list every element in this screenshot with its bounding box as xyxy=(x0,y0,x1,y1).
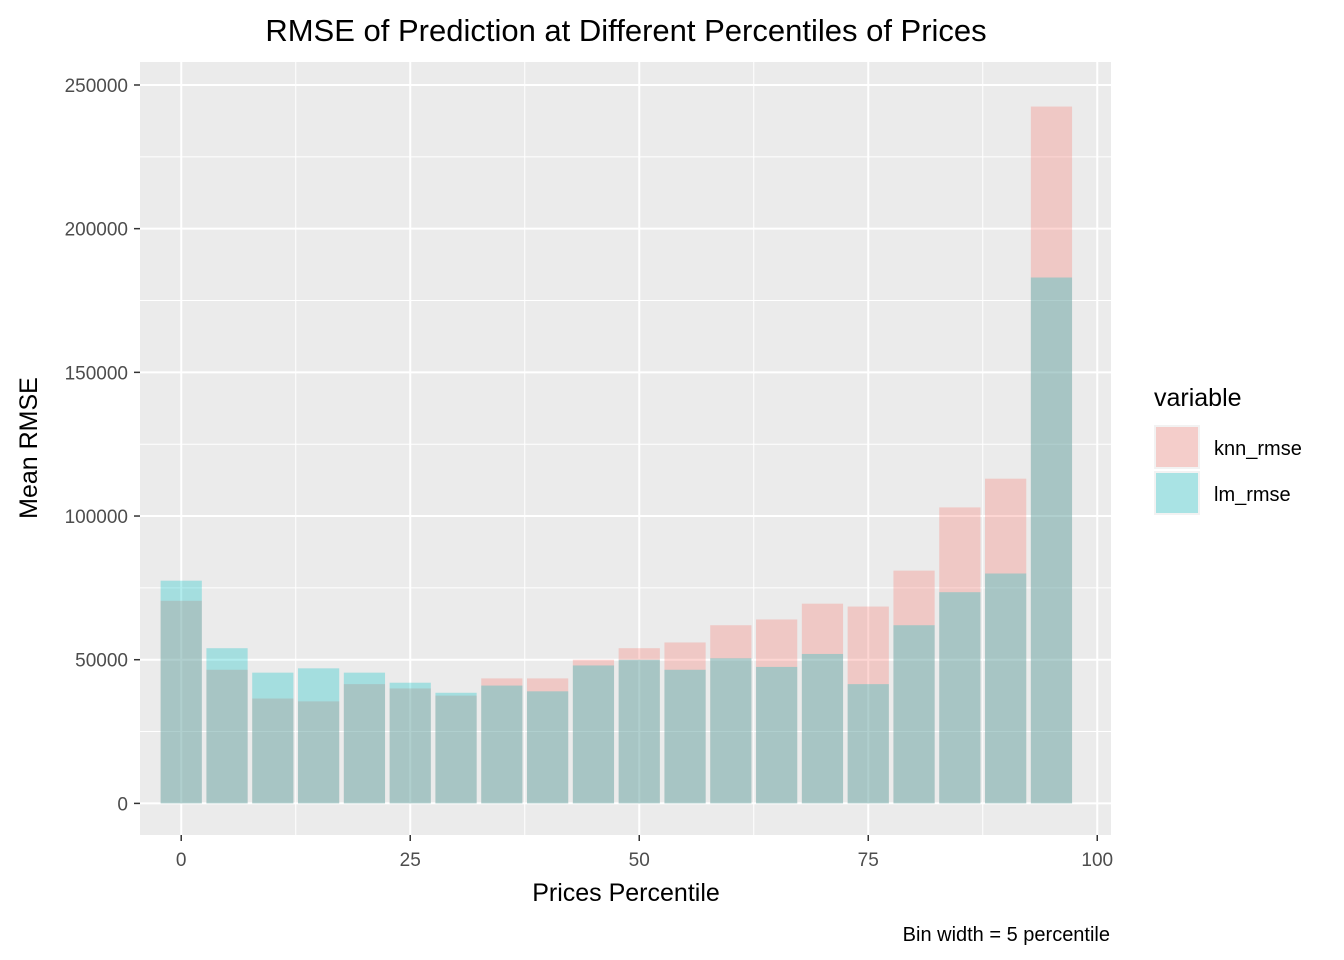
bar-lm-rmse xyxy=(389,682,431,804)
legend-title: variable xyxy=(1154,384,1242,412)
y-axis-title: Mean RMSE xyxy=(15,377,43,519)
caption: Bin width = 5 percentile xyxy=(903,924,1110,946)
legend-label: knn_rmse xyxy=(1214,438,1302,460)
bar-lm-rmse xyxy=(664,669,706,804)
bar-knn-rmse xyxy=(252,698,294,804)
bar-knn-rmse xyxy=(1030,106,1073,804)
minor-gridlines xyxy=(140,62,1111,835)
bar-lm-rmse xyxy=(572,665,615,804)
bar-knn-rmse xyxy=(160,600,202,804)
x-tick-label: 75 xyxy=(858,850,879,871)
bar-lm-rmse xyxy=(481,685,523,804)
bar-lm-rmse xyxy=(252,672,294,804)
bar-lm-rmse xyxy=(298,668,340,804)
series-knn-rmse xyxy=(160,106,1073,804)
bar-knn-rmse xyxy=(618,648,660,804)
bar-knn-rmse xyxy=(847,606,889,804)
bar-knn-rmse xyxy=(527,678,569,804)
plot-panel xyxy=(140,62,1111,835)
x-tick-label: 25 xyxy=(400,850,421,871)
x-axis: 0 25 50 75 100 xyxy=(176,835,1113,871)
bar-lm-rmse xyxy=(801,653,844,804)
bar-lm-rmse xyxy=(756,666,798,804)
y-tick-label: 150000 xyxy=(65,363,128,384)
bar-lm-rmse xyxy=(160,580,202,804)
bar-knn-rmse xyxy=(801,603,844,804)
bar-lm-rmse xyxy=(985,573,1027,804)
legend: variable knn_rmse lm_rmse xyxy=(1154,384,1302,515)
bar-lm-rmse xyxy=(618,659,660,804)
legend-label: lm_rmse xyxy=(1214,484,1291,506)
bar-knn-rmse xyxy=(389,688,431,804)
x-tick-label: 0 xyxy=(176,850,187,871)
x-tick-label: 100 xyxy=(1081,850,1113,871)
y-tick-label: 50000 xyxy=(75,651,128,672)
bar-knn-rmse xyxy=(298,701,340,804)
bar-lm-rmse xyxy=(939,592,981,804)
legend-key-background xyxy=(1154,425,1200,469)
y-tick-label: 100000 xyxy=(65,507,128,528)
bars xyxy=(160,106,1073,804)
bar-lm-rmse xyxy=(710,658,752,804)
y-tick-label: 250000 xyxy=(65,76,128,97)
y-axis: 0 50000 100000 150000 200000 250000 xyxy=(65,76,140,815)
bar-lm-rmse xyxy=(206,648,248,804)
y-tick-label: 0 xyxy=(117,794,128,815)
bar-knn-rmse xyxy=(572,659,615,804)
bar-knn-rmse xyxy=(664,642,706,804)
bar-knn-rmse xyxy=(985,478,1027,804)
bar-knn-rmse xyxy=(435,695,477,804)
legend-swatch-lm-rmse xyxy=(1156,473,1198,513)
bar-knn-rmse xyxy=(343,684,386,804)
legend-swatch-knn-rmse xyxy=(1156,427,1198,467)
bar-lm-rmse xyxy=(435,692,477,804)
bar-lm-rmse xyxy=(1030,277,1073,804)
x-axis-title: Prices Percentile xyxy=(532,879,720,907)
bar-knn-rmse xyxy=(481,678,523,804)
bar-lm-rmse xyxy=(343,672,386,804)
bar-lm-rmse xyxy=(847,684,889,804)
legend-key-background xyxy=(1154,471,1200,515)
bar-knn-rmse xyxy=(939,507,981,804)
bar-knn-rmse xyxy=(893,570,935,804)
bar-knn-rmse xyxy=(206,669,248,804)
x-tick-label: 50 xyxy=(629,850,650,871)
chart-title: RMSE of Prediction at Different Percenti… xyxy=(265,13,986,48)
series-lm-rmse xyxy=(160,277,1073,804)
major-gridlines xyxy=(140,62,1111,835)
y-tick-label: 200000 xyxy=(65,220,128,241)
bar-knn-rmse xyxy=(710,625,752,804)
bar-knn-rmse xyxy=(756,619,798,804)
bar-lm-rmse xyxy=(893,625,935,804)
bar-lm-rmse xyxy=(527,691,569,804)
